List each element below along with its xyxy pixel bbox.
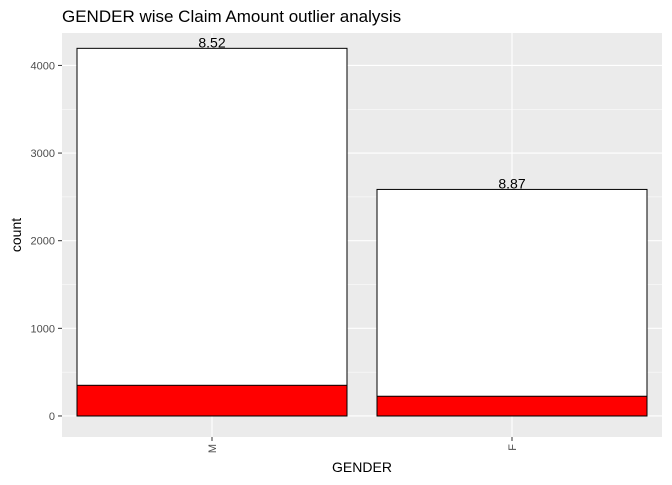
bar-total — [76, 47, 348, 417]
bar-outlier — [76, 384, 348, 417]
data-labels: 8.52 8.87 — [198, 34, 525, 191]
x-axis-label: GENDER — [332, 459, 392, 475]
y-tick-label: 2000 — [31, 236, 55, 248]
data-label: 8.87 — [498, 175, 525, 191]
bar-total — [376, 188, 648, 417]
bar-outlier — [376, 395, 648, 417]
y-tick-label: 1000 — [31, 323, 55, 335]
y-axis-label: count — [8, 218, 24, 252]
y-tick-label: 4000 — [31, 60, 55, 72]
y-axis: 0 1000 2000 3000 4000 — [31, 60, 62, 423]
y-tick-label: 0 — [49, 411, 55, 423]
data-label: 8.52 — [198, 34, 225, 50]
y-tick-label: 3000 — [31, 148, 55, 160]
bars — [76, 47, 648, 417]
chart-title: GENDER wise Claim Amount outlier analysi… — [62, 7, 401, 26]
x-tick-label: F — [507, 444, 519, 451]
x-tick-label: M — [207, 444, 219, 453]
